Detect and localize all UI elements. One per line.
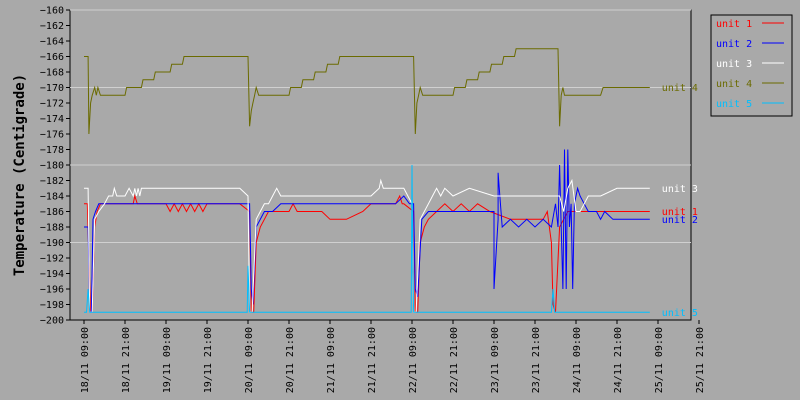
y-tick-label: −166 [40,52,64,63]
y-tick-label: −198 [40,300,64,311]
y-tick-label: −196 [40,285,64,296]
y-tick-label: −160 [40,6,64,17]
y-tick-label: −176 [40,130,64,141]
x-axis-ticks: 18/11 09:00 18/11 21:00 19/11 09:00 19/11 2… [80,320,706,393]
legend-label-4: unit 4 [716,79,752,90]
x-tick-label: 23/11 21:00 [531,327,542,393]
legend: unit 1 unit 2 unit 3 unit 4 unit 5 [710,14,793,117]
x-tick-label: 20/11 09:00 [244,327,255,393]
series-end-label-3: unit 3 [662,184,698,195]
y-tick-label: −188 [40,223,64,234]
y-tick-label: −178 [40,145,64,156]
x-tick-label: 19/11 21:00 [203,327,214,393]
x-tick-label: 20/11 21:00 [285,327,296,393]
y-tick-label: −162 [40,21,64,32]
series-line-4 [84,48,650,135]
series-end-label-4: unit 4 [662,83,698,94]
y-tick-label: −164 [40,37,64,48]
x-tick-label: 25/11 21:00 [695,327,706,393]
x-tick-label: 21/11 21:00 [367,327,378,393]
grid-lines [70,9,691,243]
y-tick-label: −194 [40,269,64,280]
y-tick-label: −172 [40,99,64,110]
x-tick-label: 22/11 21:00 [449,327,460,393]
x-tick-label: 24/11 09:00 [572,327,583,393]
legend-box [710,14,793,117]
y-tick-label: −200 [40,316,64,327]
legend-label-5: unit 5 [716,99,752,110]
legend-items: unit 1 unit 2 unit 3 unit 4 unit 5 [716,19,784,110]
y-tick-label: −180 [40,161,64,172]
series-line-2 [84,149,650,313]
x-tick-label: 25/11 09:00 [654,327,665,393]
legend-label-1: unit 1 [716,19,752,30]
y-tick-label: −184 [40,192,64,203]
x-tick-label: 19/11 09:00 [162,327,173,393]
y-tick-label: −168 [40,68,64,79]
y-axis-ticks: −160 −162 −164 −166 −168 −170 −172 −174 −176 −178… [40,6,70,327]
x-tick-label: 24/11 21:00 [613,327,624,393]
y-tick-label: −170 [40,83,64,94]
series-line-1 [84,194,650,313]
series-line-5 [84,164,650,313]
legend-label-3: unit 3 [716,59,752,70]
x-tick-label: 18/11 21:00 [121,327,132,393]
series-line-3 [84,178,650,313]
series-end-label-1: unit 1 [662,207,698,218]
x-tick-label: 18/11 09:00 [80,327,91,393]
legend-label-2: unit 2 [716,39,752,50]
series-end-label-2: unit 2 [662,215,698,226]
y-axis-label: Temperature (Centigrade) [12,74,28,276]
y-tick-label: −182 [40,176,64,187]
x-tick-label: 22/11 09:00 [408,327,419,393]
y-tick-label: −174 [40,114,64,125]
series-lines [84,48,650,313]
series-end-label-5: unit 5 [662,308,698,319]
x-tick-label: 21/11 09:00 [326,327,337,393]
y-tick-label: −192 [40,254,64,265]
x-tick-label: 23/11 09:00 [490,327,501,393]
y-tick-label: −186 [40,207,64,218]
y-tick-label: −190 [40,238,64,249]
